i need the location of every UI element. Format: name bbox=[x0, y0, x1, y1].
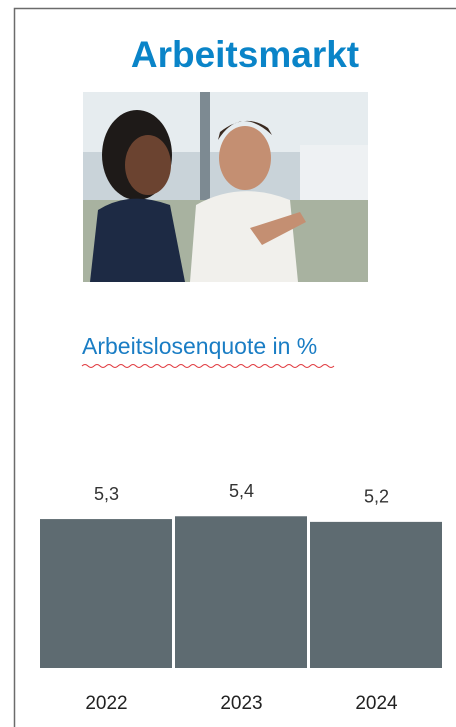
photo bbox=[83, 92, 368, 282]
value-label: 5,2 bbox=[364, 487, 389, 507]
bar bbox=[40, 519, 172, 668]
x-tick-label: 2022 bbox=[85, 693, 127, 714]
bar bbox=[310, 522, 442, 668]
chart-title: Arbeitsmarkt bbox=[131, 34, 359, 75]
bar bbox=[175, 516, 307, 668]
x-tick-label: 2023 bbox=[220, 693, 262, 714]
value-label: 5,3 bbox=[94, 484, 119, 504]
chart: Arbeitsmarkt Arbeitslosenquote in % 5,3 2… bbox=[0, 0, 456, 727]
page: {"chart_data": {"type": "bar", "title": … bbox=[0, 0, 456, 727]
chart-subtitle: Arbeitslosenquote in % bbox=[82, 333, 317, 359]
x-tick-label: 2024 bbox=[355, 693, 398, 714]
value-label: 5,4 bbox=[229, 481, 254, 501]
